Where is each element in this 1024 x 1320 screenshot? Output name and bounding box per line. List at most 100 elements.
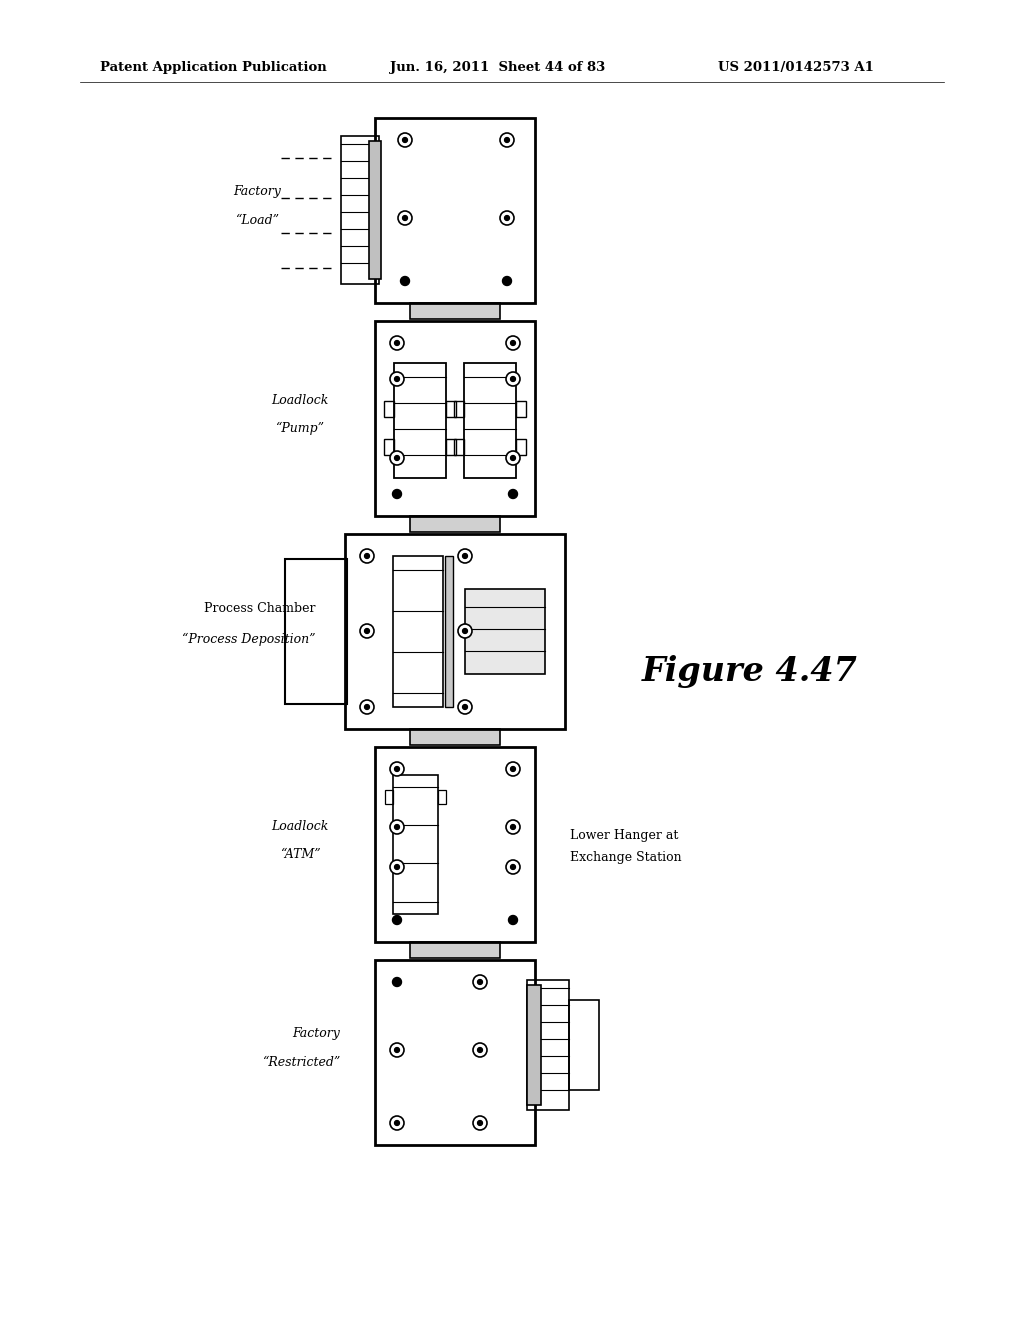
Circle shape bbox=[473, 1043, 487, 1057]
Circle shape bbox=[500, 133, 514, 147]
Circle shape bbox=[509, 490, 517, 499]
Circle shape bbox=[400, 276, 410, 285]
Text: “Load”: “Load” bbox=[234, 214, 279, 227]
Bar bbox=[393, 556, 443, 708]
Bar bbox=[569, 1001, 599, 1090]
Circle shape bbox=[390, 1115, 404, 1130]
Circle shape bbox=[392, 490, 401, 499]
Bar bbox=[465, 589, 545, 675]
Circle shape bbox=[506, 337, 520, 350]
Bar bbox=[394, 363, 446, 478]
Bar bbox=[384, 440, 394, 455]
Bar bbox=[384, 401, 394, 417]
Circle shape bbox=[365, 553, 370, 558]
Bar bbox=[375, 747, 535, 942]
Text: “Pump”: “Pump” bbox=[275, 421, 325, 434]
Circle shape bbox=[463, 553, 467, 558]
Bar bbox=[375, 321, 535, 516]
Circle shape bbox=[390, 762, 404, 776]
Circle shape bbox=[394, 455, 399, 461]
Bar bbox=[341, 136, 379, 284]
Circle shape bbox=[477, 1048, 482, 1052]
Circle shape bbox=[511, 825, 515, 829]
Text: Factory: Factory bbox=[233, 186, 281, 198]
Circle shape bbox=[402, 215, 408, 220]
Text: Patent Application Publication: Patent Application Publication bbox=[100, 62, 327, 74]
Circle shape bbox=[392, 978, 401, 986]
Circle shape bbox=[365, 705, 370, 709]
Circle shape bbox=[394, 1121, 399, 1126]
Bar bbox=[393, 775, 438, 913]
Circle shape bbox=[505, 215, 510, 220]
Circle shape bbox=[503, 276, 512, 285]
Circle shape bbox=[365, 628, 370, 634]
Circle shape bbox=[500, 211, 514, 224]
Circle shape bbox=[511, 341, 515, 346]
Circle shape bbox=[394, 825, 399, 829]
Circle shape bbox=[458, 700, 472, 714]
Bar bbox=[345, 535, 565, 729]
Bar bbox=[285, 558, 347, 704]
Bar bbox=[369, 141, 381, 279]
Circle shape bbox=[390, 820, 404, 834]
Text: “Process Deposition”: “Process Deposition” bbox=[181, 632, 315, 645]
Bar bbox=[438, 789, 446, 804]
Circle shape bbox=[506, 372, 520, 385]
Bar bbox=[410, 729, 500, 744]
Bar bbox=[516, 401, 526, 417]
Circle shape bbox=[511, 455, 515, 461]
Text: Loadlock: Loadlock bbox=[271, 393, 329, 407]
Circle shape bbox=[463, 628, 467, 634]
Bar bbox=[516, 440, 526, 455]
Circle shape bbox=[506, 861, 520, 874]
Text: Figure 4.47: Figure 4.47 bbox=[642, 655, 858, 688]
Bar bbox=[454, 440, 464, 455]
Bar bbox=[446, 401, 456, 417]
Bar bbox=[446, 440, 456, 455]
Circle shape bbox=[360, 700, 374, 714]
Circle shape bbox=[473, 1115, 487, 1130]
Text: US 2011/0142573 A1: US 2011/0142573 A1 bbox=[718, 62, 873, 74]
Bar bbox=[454, 401, 464, 417]
Text: Loadlock: Loadlock bbox=[271, 820, 329, 833]
Circle shape bbox=[360, 624, 374, 638]
Text: Lower Hanger at: Lower Hanger at bbox=[570, 829, 678, 842]
Circle shape bbox=[506, 762, 520, 776]
Bar bbox=[527, 979, 569, 1110]
Circle shape bbox=[511, 767, 515, 771]
Circle shape bbox=[463, 705, 467, 709]
Circle shape bbox=[394, 1048, 399, 1052]
Circle shape bbox=[392, 916, 401, 924]
Circle shape bbox=[402, 137, 408, 143]
Circle shape bbox=[506, 451, 520, 465]
Bar bbox=[375, 117, 535, 304]
Circle shape bbox=[394, 376, 399, 381]
Text: Exchange Station: Exchange Station bbox=[570, 851, 682, 865]
Bar bbox=[410, 516, 500, 532]
Circle shape bbox=[390, 451, 404, 465]
Text: Process Chamber: Process Chamber bbox=[204, 602, 315, 615]
Circle shape bbox=[394, 865, 399, 870]
Circle shape bbox=[509, 916, 517, 924]
Circle shape bbox=[394, 767, 399, 771]
Circle shape bbox=[458, 549, 472, 564]
Circle shape bbox=[477, 979, 482, 985]
Circle shape bbox=[390, 337, 404, 350]
Bar bbox=[385, 789, 393, 804]
Bar bbox=[527, 985, 541, 1105]
Circle shape bbox=[505, 137, 510, 143]
Circle shape bbox=[360, 549, 374, 564]
Circle shape bbox=[458, 624, 472, 638]
Circle shape bbox=[390, 372, 404, 385]
Circle shape bbox=[394, 341, 399, 346]
Circle shape bbox=[477, 1121, 482, 1126]
Bar bbox=[375, 960, 535, 1144]
Bar bbox=[410, 304, 500, 319]
Bar bbox=[410, 942, 500, 958]
Text: “Restricted”: “Restricted” bbox=[262, 1056, 340, 1068]
Circle shape bbox=[511, 376, 515, 381]
Circle shape bbox=[398, 211, 412, 224]
Text: Jun. 16, 2011  Sheet 44 of 83: Jun. 16, 2011 Sheet 44 of 83 bbox=[390, 62, 605, 74]
Circle shape bbox=[473, 975, 487, 989]
Circle shape bbox=[390, 1043, 404, 1057]
